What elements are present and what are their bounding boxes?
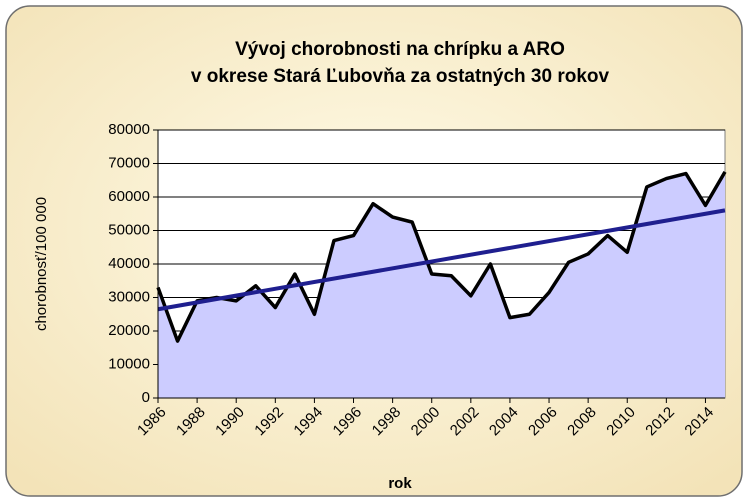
y-tick-label: 60000	[108, 188, 150, 205]
y-tick-label: 80000	[108, 121, 150, 138]
chart-title: Vývoj chorobnosti na chrípku a ARO	[235, 39, 565, 60]
trend-line	[157, 208, 726, 312]
chart-subtitle: v okrese Stará Ľubovňa za ostatných 30 r…	[191, 66, 610, 87]
area	[158, 171, 725, 398]
y-tick-label: 70000	[108, 154, 150, 171]
y-tick-label: 50000	[108, 221, 150, 238]
y-axis-label: chorobnosť/100 000	[33, 197, 50, 331]
line	[156, 170, 727, 343]
x-axis-label: rok	[388, 475, 412, 492]
y-tick-label: 30000	[108, 288, 150, 305]
y-tick-label: 20000	[108, 322, 150, 339]
y-tick-label: 40000	[108, 255, 150, 272]
y-tick-label: 0	[142, 389, 150, 406]
y-tick-label: 10000	[108, 355, 150, 372]
